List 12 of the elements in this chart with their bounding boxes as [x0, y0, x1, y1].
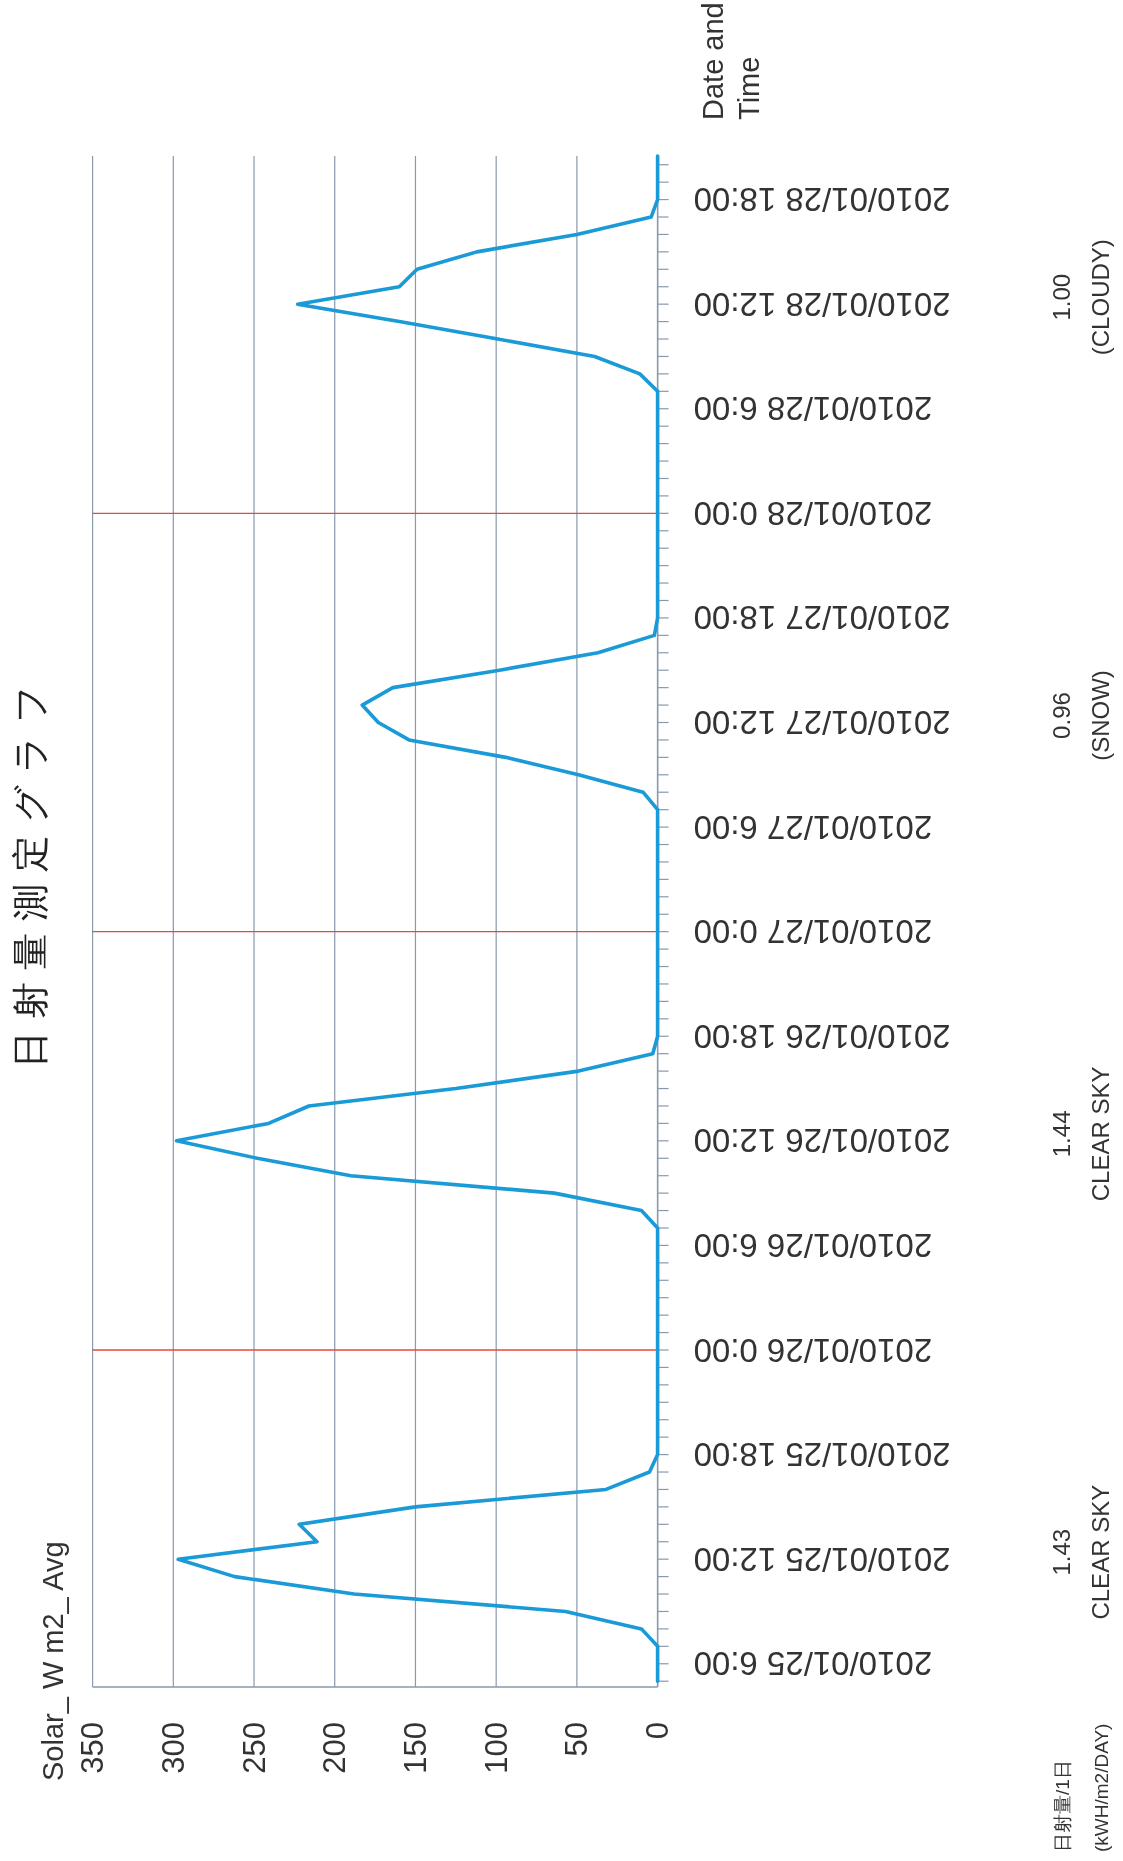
annotation: Solar_ W m2_ Avg: [37, 1541, 69, 1781]
annotation: 1.44: [1048, 1110, 1076, 1158]
annotation: (CLOUDY): [1087, 239, 1115, 356]
annotation: 日射量/1日: [1051, 1760, 1073, 1852]
title: 日射量測定グラフ: [9, 672, 51, 1068]
annotation: (SNOW): [1087, 670, 1115, 761]
annotation: 1.43: [1048, 1528, 1076, 1576]
annotation: (kWH/m2/DAY): [1090, 1723, 1112, 1852]
annotation: 1.00: [1048, 273, 1076, 321]
annotation: CLEAR SKY: [1087, 1066, 1115, 1202]
annotation: CLEAR SKY: [1087, 1484, 1115, 1620]
annotation: 0.96: [1048, 692, 1076, 739]
